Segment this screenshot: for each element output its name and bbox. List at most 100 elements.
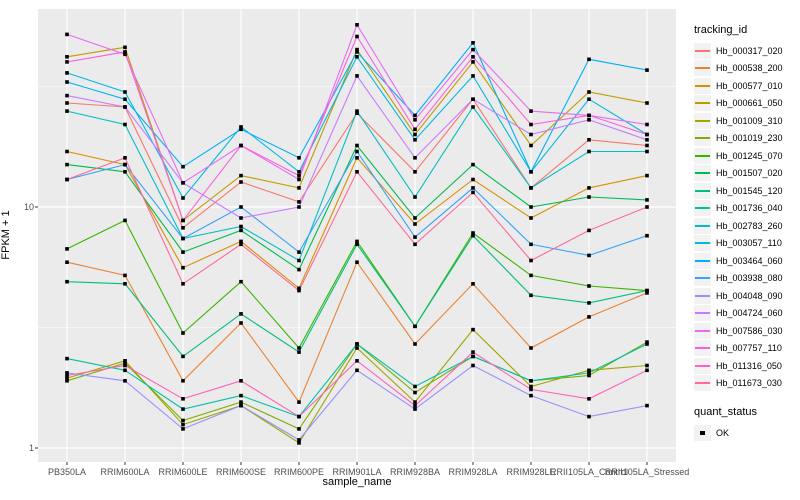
- x-tick-label: PB350LA: [47, 467, 87, 477]
- x-tick-label: RRIM600LA: [100, 467, 150, 477]
- data-point: [65, 60, 69, 64]
- data-point: [239, 393, 243, 398]
- data-point: [123, 170, 127, 174]
- legend-key-line-icon: [695, 49, 710, 52]
- data-point: [297, 205, 301, 209]
- data-point: [65, 356, 69, 361]
- data-point: [355, 23, 359, 27]
- data-point: [471, 162, 475, 167]
- data-point: [471, 60, 475, 64]
- data-point: [645, 149, 649, 154]
- data-point: [355, 149, 359, 154]
- legend-item: Hb_011673_030: [694, 375, 798, 393]
- data-point: [297, 350, 301, 354]
- legend-items: Hb_000317_020 Hb_000538_200 Hb_000577_010 H…: [694, 42, 798, 392]
- legend-key: [694, 95, 711, 112]
- data-point: [239, 125, 243, 129]
- data-point: [239, 205, 243, 209]
- data-point: [413, 156, 417, 160]
- x-tick-label: RRIM928LA: [448, 467, 498, 477]
- data-point: [529, 273, 533, 278]
- legend-key: [694, 77, 711, 94]
- quant-legend-label: OK: [716, 427, 730, 438]
- data-point: [123, 273, 127, 278]
- legend-label: Hb_003464_060: [716, 255, 783, 266]
- data-point: [587, 371, 591, 375]
- quant-legend-item: OK: [694, 424, 798, 442]
- data-point: [413, 235, 417, 239]
- data-point: [587, 195, 591, 199]
- data-point: [587, 57, 591, 62]
- legend: tracking_id Hb_000317_020 Hb_000538_200 Hb…: [694, 24, 798, 442]
- x-tick-label: RRIM600LE: [158, 467, 208, 477]
- legend-key-line-icon: [695, 84, 710, 87]
- legend-label: Hb_007586_030: [716, 325, 783, 336]
- data-point: [529, 132, 533, 137]
- data-point: [239, 239, 243, 244]
- data-point: [123, 122, 127, 127]
- data-point: [123, 162, 127, 167]
- data-point: [355, 109, 359, 113]
- legend-key-line-icon: [695, 242, 710, 245]
- data-point: [181, 282, 185, 286]
- data-point: [239, 224, 243, 229]
- data-point: [471, 190, 475, 195]
- data-point: [123, 90, 127, 94]
- data-point: [645, 288, 649, 293]
- data-point: [471, 282, 475, 286]
- data-point: [645, 132, 649, 137]
- data-point: [181, 226, 185, 230]
- data-point: [413, 324, 417, 329]
- data-point: [239, 379, 243, 383]
- x-tick-label: RRIM600PE: [273, 467, 325, 477]
- data-point: [355, 34, 359, 39]
- data-point: [529, 143, 533, 148]
- data-point: [529, 346, 533, 350]
- data-point: [529, 393, 533, 398]
- data-point: [239, 173, 243, 178]
- legend-label: Hb_001009_310: [716, 115, 783, 126]
- data-point: [413, 390, 417, 395]
- data-point: [355, 55, 359, 59]
- legend-key: [694, 375, 711, 392]
- data-point: [645, 173, 649, 178]
- data-point: [587, 368, 591, 373]
- legend-key-line-icon: [695, 294, 710, 297]
- data-point: [529, 109, 533, 113]
- legend-key-line-icon: [695, 172, 710, 175]
- data-point: [413, 403, 417, 408]
- data-point: [645, 363, 649, 368]
- y-tick-label: 10: [23, 201, 34, 212]
- data-point: [239, 228, 243, 233]
- data-point: [587, 414, 591, 419]
- legend-key-line-icon: [695, 154, 710, 157]
- legend-item: Hb_000577_010: [694, 77, 798, 95]
- legend-key: [694, 60, 711, 77]
- x-tick-label: RRIM928LE: [506, 467, 556, 477]
- data-point: [413, 216, 417, 220]
- data-point: [529, 384, 533, 389]
- legend-key-line-icon: [695, 277, 710, 280]
- legend-key: [694, 42, 711, 59]
- data-point: [181, 181, 185, 185]
- data-point: [413, 138, 417, 142]
- data-point: [297, 438, 301, 442]
- legend-label: Hb_000317_020: [716, 45, 783, 56]
- data-point: [239, 400, 243, 404]
- data-point: [471, 233, 475, 238]
- data-point: [123, 105, 127, 109]
- legend-key-line-icon: [695, 329, 710, 332]
- data-point: [413, 400, 417, 404]
- legend-item: Hb_004048_090: [694, 287, 798, 305]
- data-point: [239, 143, 243, 148]
- data-point: [529, 379, 533, 383]
- data-point: [587, 113, 591, 118]
- legend-item: Hb_001507_020: [694, 165, 798, 183]
- data-point: [645, 291, 649, 295]
- data-point: [65, 71, 69, 75]
- legend-item: Hb_011316_050: [694, 357, 798, 375]
- data-point: [355, 74, 359, 78]
- x-tick-label: RRII105LA_Control: [549, 467, 629, 477]
- data-point: [181, 250, 185, 254]
